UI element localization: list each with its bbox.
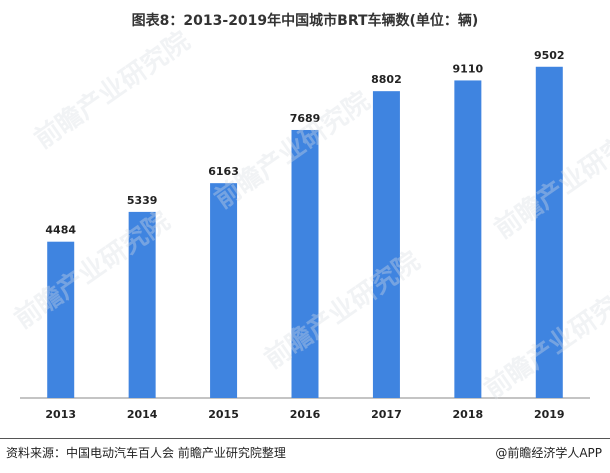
data-label-2019: 9502 [534,49,565,62]
data-label-2015: 6163 [208,165,239,178]
footer-divider [0,438,610,439]
bar-2013 [47,241,75,398]
brand-credit: @前瞻经济学人APP [495,446,602,460]
x-tick-2013: 2013 [45,408,76,421]
data-label-2013: 4484 [45,224,76,237]
bar-2019 [535,66,563,398]
bar-2018 [454,80,482,398]
bar-2016 [291,129,319,399]
x-tick-2017: 2017 [371,408,402,421]
x-tick-2014: 2014 [127,408,158,421]
chart-title: 图表8：2013-2019年中国城市BRT车辆数(单位：辆) [131,13,479,29]
data-label-2014: 5339 [127,194,158,207]
x-tick-2016: 2016 [290,408,321,421]
bar-2017 [372,91,400,399]
data-label-2016: 7689 [290,112,321,125]
x-tick-2018: 2018 [453,408,484,421]
source-note: 资料来源：中国电动汽车百人会 前瞻产业研究院整理 [6,446,286,460]
bar-2014 [128,211,156,398]
bar-2015 [210,183,238,398]
data-label-2017: 8802 [371,73,402,86]
x-tick-2015: 2015 [208,408,239,421]
data-label-2018: 9110 [453,62,484,75]
x-tick-2019: 2019 [534,408,565,421]
